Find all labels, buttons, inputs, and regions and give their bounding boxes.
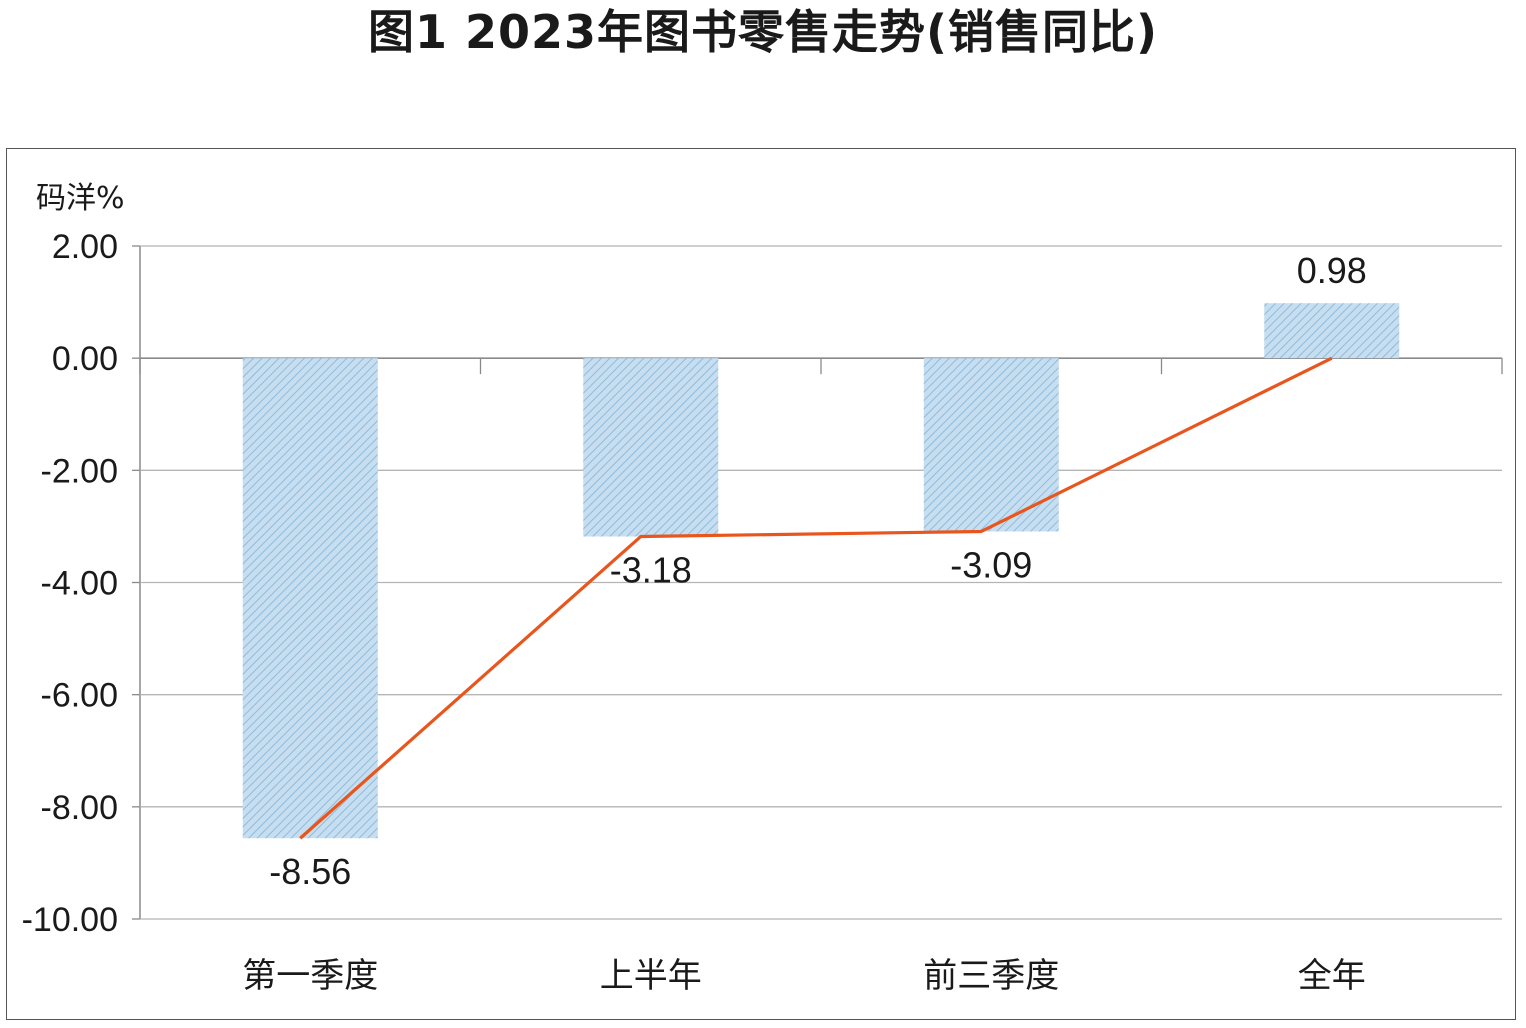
bar-4 [1264, 303, 1400, 359]
y-tick-label: -2.00 [41, 452, 119, 490]
y-tick-label: -10.00 [22, 901, 118, 939]
x-category-label: 前三季度 [923, 956, 1059, 996]
y-tick-label: 0.00 [52, 340, 118, 378]
data-label-1: -8.56 [269, 851, 351, 892]
y-tick-label: -8.00 [41, 789, 119, 827]
chart-frame [6, 148, 1516, 1020]
bar-3 [923, 358, 1059, 532]
x-category-label: 全年 [1298, 956, 1366, 996]
y-tick-label: -4.00 [41, 565, 119, 603]
data-label-2: -3.18 [610, 550, 692, 591]
y-tick-label: -6.00 [41, 677, 119, 715]
y-tick-label: 2.00 [52, 228, 118, 266]
bar-2 [583, 358, 719, 537]
x-category-label: 第一季度 [242, 956, 378, 996]
data-label-3: -3.09 [950, 544, 1032, 585]
trend-line-series [299, 356, 1333, 840]
data-label-4: 0.98 [1297, 250, 1367, 291]
x-category-label: 上半年 [600, 956, 702, 996]
chart-title: 图1 2023年图书零售走势(销售同比) [367, 5, 1159, 59]
y-axis-label: 码洋% [36, 181, 125, 216]
bar-1 [242, 358, 378, 839]
